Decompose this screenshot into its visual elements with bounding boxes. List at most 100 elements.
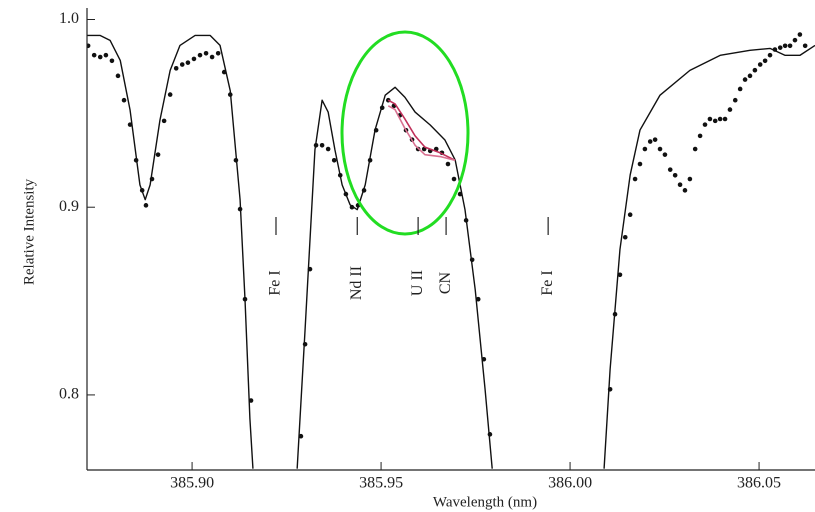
data-point — [451, 176, 457, 182]
data-point — [797, 32, 803, 37]
data-point — [612, 311, 618, 317]
data-point — [637, 161, 643, 167]
data-point — [87, 43, 91, 49]
highlight-ellipse — [340, 30, 470, 236]
y-tick-label: 0.8 — [59, 386, 79, 403]
data-point — [722, 116, 728, 122]
data-point — [463, 218, 469, 223]
data-point — [667, 167, 673, 172]
data-point — [242, 296, 248, 302]
data-point — [361, 188, 367, 193]
data-line — [387, 105, 456, 162]
data-point — [732, 97, 738, 103]
data-point — [233, 157, 239, 163]
data-point — [185, 60, 191, 65]
data-point — [457, 191, 463, 197]
data-point — [191, 56, 197, 62]
data-point — [737, 86, 743, 92]
data-point — [337, 173, 343, 178]
data-point — [662, 152, 668, 157]
data-point — [757, 62, 763, 67]
data-point — [367, 157, 373, 163]
annotation-label: Fe I — [267, 270, 284, 295]
data-point — [647, 139, 653, 144]
data-point — [767, 52, 773, 58]
data-point — [298, 433, 304, 439]
data-point — [742, 77, 748, 82]
data-point — [209, 54, 215, 60]
data-point — [319, 142, 325, 148]
data-point — [127, 122, 133, 127]
annotation-label: Fe I — [539, 270, 556, 295]
data-point — [622, 234, 628, 240]
data-point — [682, 188, 688, 193]
data-point — [642, 146, 648, 152]
data-point — [179, 62, 185, 67]
data-point — [787, 43, 793, 49]
data-point — [772, 47, 778, 52]
data-point — [617, 272, 623, 278]
x-tick-label: 386.05 — [737, 475, 781, 492]
data-point — [133, 157, 139, 163]
data-point — [203, 50, 209, 56]
data-point — [632, 176, 638, 182]
data-point — [762, 58, 768, 64]
data-point — [155, 152, 161, 157]
data-point — [373, 127, 379, 133]
data-point — [677, 182, 683, 187]
data-point — [143, 203, 149, 208]
data-point — [313, 142, 319, 148]
x-tick-label: 386.00 — [548, 475, 592, 492]
data-point — [782, 43, 788, 49]
data-point — [687, 176, 693, 182]
data-point — [469, 257, 475, 263]
annotation-label: Nd II — [348, 266, 365, 300]
annotation-label: U II — [409, 270, 426, 296]
data-point — [717, 116, 723, 122]
data-point — [91, 52, 97, 58]
data-point — [215, 50, 221, 56]
plot-area — [87, 32, 815, 469]
data-point — [248, 398, 254, 403]
data-point — [343, 191, 349, 197]
data-point — [349, 204, 355, 210]
y-tick-label: 1.0 — [59, 10, 79, 27]
data-point — [802, 43, 808, 49]
data-point — [657, 146, 663, 152]
data-point — [149, 176, 155, 182]
data-point — [325, 146, 331, 152]
data-point — [792, 37, 798, 43]
y-tick-label: 0.9 — [59, 198, 79, 215]
y-axis-title: Relative Intensity — [21, 178, 37, 285]
data-point — [727, 107, 733, 112]
data-point — [379, 105, 385, 111]
data-point — [331, 157, 337, 163]
data-point — [702, 122, 708, 127]
data-point — [139, 188, 145, 193]
x-axis-title: Wavelength (nm) — [433, 494, 537, 510]
data-point — [221, 69, 227, 75]
data-point — [237, 206, 243, 212]
x-tick-label: 385.95 — [359, 475, 403, 492]
data-point — [115, 73, 121, 79]
data-point — [121, 97, 127, 103]
data-point — [173, 66, 179, 71]
data-point — [103, 52, 109, 58]
annotation-label: CN — [437, 271, 454, 294]
data-point — [707, 116, 713, 122]
data-point — [692, 146, 698, 152]
data-point — [161, 118, 167, 124]
data-line — [387, 99, 456, 162]
data-point — [752, 67, 758, 73]
data-point — [747, 73, 753, 79]
data-line — [87, 34, 815, 469]
data-point — [197, 52, 203, 58]
data-point — [607, 386, 613, 392]
x-tick-label: 385.90 — [170, 475, 214, 492]
data-point — [481, 356, 487, 362]
data-point — [712, 118, 718, 124]
data-point — [307, 266, 313, 272]
data-point — [97, 54, 103, 60]
